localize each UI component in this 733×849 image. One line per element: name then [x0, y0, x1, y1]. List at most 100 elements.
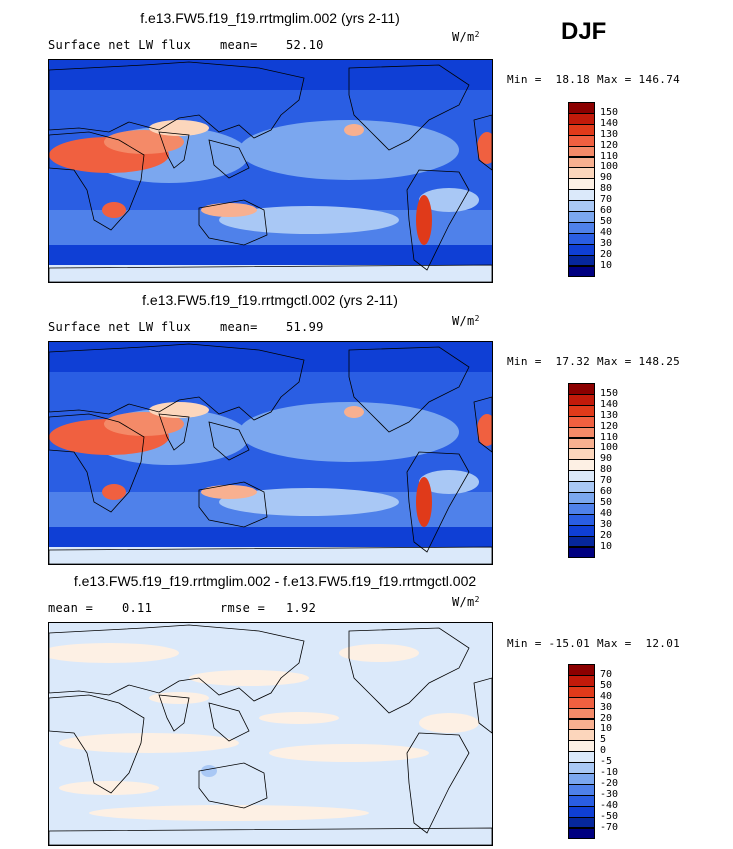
panel-3-colorbar-label: -20	[600, 777, 619, 789]
panel-3-colorbar-label: 30	[600, 701, 613, 713]
coastline-8	[49, 827, 492, 845]
panel-1-title: f.e13.FW5.f19_f19.rrtmglim.002 (yrs 2-11…	[140, 10, 400, 26]
panel-1-colorbar: 150 140 130 120 110 100 90 80 70 60 50 40 30 20 10	[568, 102, 638, 278]
panel-3-colorbar-label: 70	[600, 668, 613, 680]
subtropic-south-atlantic	[419, 470, 479, 494]
panel-2-colorbar-label: 100	[600, 442, 619, 454]
central-asia	[149, 402, 209, 418]
panel-1-colorbar-label: 20	[600, 248, 613, 260]
panel-2-colorbar-cell	[568, 546, 595, 559]
panel-1-colorbar-label: 10	[600, 259, 613, 271]
panel-1-units-text: W/m	[452, 30, 475, 44]
panel-1-colorbar-label: 100	[600, 161, 619, 173]
panel-3-colorbar: 70 50 40 30 20 10 5 0 -5 -10 -20 -30 -40 -50 -70	[568, 664, 638, 840]
panel-1-colorbar-label: 70	[600, 194, 613, 206]
panel-3-stat2-value: 1.92	[286, 601, 317, 615]
coastline-1	[49, 413, 145, 513]
panel-3-colorbar-cell	[568, 827, 595, 840]
panel-3-colorbar-label: 40	[600, 690, 613, 702]
positive-anomaly-2	[339, 644, 419, 662]
band-north	[49, 60, 492, 90]
panel-2-colorbar-label: 50	[600, 496, 613, 508]
panel-2-colorbar-label: 60	[600, 486, 613, 497]
panel-1-colorbar-label: 130	[600, 128, 619, 140]
panel-1-colorbar-label: 90	[600, 172, 613, 184]
panel-3-units: W/m2	[452, 595, 480, 609]
panel-1-colorbar-label: 80	[600, 183, 613, 195]
panel-3-colorbar-label: -40	[600, 799, 619, 811]
panel-3-colorbar-label: 10	[600, 723, 613, 735]
coastline-3	[208, 421, 250, 461]
panel-1-stat1-label: mean=	[220, 38, 258, 52]
panel-3-colorbar-label: -30	[600, 788, 619, 800]
panel-1-colorbar-label: 50	[600, 215, 613, 227]
mexico-warm	[344, 124, 364, 136]
positive-anomaly-9	[149, 692, 209, 704]
coastline-6	[406, 732, 470, 834]
patagonia-hot	[416, 195, 432, 245]
panel-2-stat1-value: 51.99	[286, 320, 324, 334]
coastline-7	[473, 396, 492, 453]
panel-1-map	[48, 59, 493, 283]
panel-2-map	[48, 341, 493, 565]
coastline-4	[198, 762, 268, 809]
arabia-hot	[104, 130, 184, 154]
panel-2-units: W/m2	[452, 314, 480, 328]
mexico-warm	[344, 406, 364, 418]
band-southern-ocean	[49, 245, 492, 265]
coastline-7	[473, 114, 492, 171]
positive-anomaly-5	[89, 805, 369, 821]
panel-2-colorbar: 150 140 130 120 110 100 90 80 70 60 50 40 30 20 10	[568, 383, 638, 559]
panel-2-colorbar-label: 70	[600, 475, 613, 487]
panel-2-colorbar-label: 130	[600, 409, 619, 421]
coastline-2	[158, 131, 190, 169]
panel-2-left-label: Surface net LW flux	[48, 320, 191, 334]
panel-1-colorbar-label: 140	[600, 117, 619, 129]
coastline-3	[208, 702, 250, 742]
panel-1-colorbar-label: 120	[600, 139, 619, 151]
panel-1-colorbar-cell	[568, 265, 595, 278]
panel-1-colorbar-label: 60	[600, 205, 613, 216]
panel-2-colorbar-label: 10	[600, 540, 613, 552]
band-antarctica	[49, 265, 492, 282]
panel-3-stat2-label: rmse =	[220, 601, 266, 615]
panel-3-units-exp: 2	[474, 595, 480, 604]
panel-2-title: f.e13.FW5.f19_f19.rrtmgctl.002 (yrs 2-11…	[142, 292, 398, 308]
panel-1-colorbar-label: 110	[600, 150, 619, 162]
panel-1-colorbar-label: 30	[600, 237, 613, 249]
coastline-6	[406, 451, 470, 553]
panel-3-map	[48, 622, 493, 846]
panel-1-minmax: Min = 18.18 Max = 146.74	[507, 73, 681, 86]
panel-3-colorbar-label: -50	[600, 810, 619, 822]
coastline-4	[198, 199, 268, 246]
coastline-5	[348, 627, 470, 714]
positive-anomaly-8	[259, 712, 339, 724]
coastline-2	[158, 413, 190, 451]
panel-1-stat1-value: 52.10	[286, 38, 324, 52]
panel-2-stat1-label: mean=	[220, 320, 258, 334]
panel-2-colorbar-label: 140	[600, 398, 619, 410]
panel-1-map-svg	[49, 60, 492, 282]
coastline-1	[49, 694, 145, 794]
australia-warm	[201, 485, 257, 499]
negative-anomaly-australia	[201, 765, 217, 777]
positive-anomaly-3	[59, 733, 239, 753]
panel-2-units-text: W/m	[452, 314, 475, 328]
coastline-5	[348, 346, 470, 433]
coastline-7	[473, 677, 492, 734]
panel-2-colorbar-label: 120	[600, 420, 619, 432]
panel-1-units-exp: 2	[474, 30, 480, 39]
panel-3-colorbar-label: -5	[600, 756, 613, 768]
coastline-6	[406, 169, 470, 271]
panel-2-colorbar-label: 40	[600, 507, 613, 519]
positive-anomaly-1	[189, 670, 309, 686]
tropical-band-pacific	[239, 402, 459, 462]
panel-1-colorbar-label: 40	[600, 226, 613, 238]
coastline-5	[348, 64, 470, 151]
panel-1-left-label: Surface net LW flux	[48, 38, 191, 52]
tropical-band-pacific	[239, 120, 459, 180]
band-north	[49, 342, 492, 372]
panel-3-minmax: Min = -15.01 Max = 12.01	[507, 637, 681, 650]
subtropic-south-atlantic	[419, 188, 479, 212]
coastline-0	[49, 624, 305, 702]
